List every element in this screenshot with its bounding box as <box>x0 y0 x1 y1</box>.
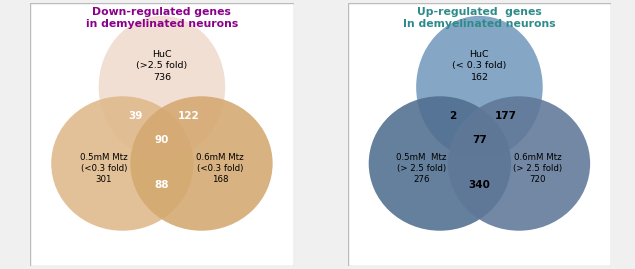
FancyBboxPatch shape <box>30 3 294 266</box>
Ellipse shape <box>51 96 194 231</box>
Text: 88: 88 <box>155 180 169 190</box>
Ellipse shape <box>448 96 590 231</box>
Text: 0.5mM  Mtz
(> 2.5 fold)
276: 0.5mM Mtz (> 2.5 fold) 276 <box>396 153 446 184</box>
Text: 39: 39 <box>128 111 143 121</box>
Text: 0.6mM Mtz
(<0.3 fold)
168: 0.6mM Mtz (<0.3 fold) 168 <box>196 153 244 184</box>
Text: 122: 122 <box>177 111 199 121</box>
Ellipse shape <box>416 16 543 158</box>
Text: HuC
(>2.5 fold)
736: HuC (>2.5 fold) 736 <box>137 50 187 82</box>
Text: Up-regulated  genes
In demyelinated neurons: Up-regulated genes In demyelinated neuro… <box>403 7 556 29</box>
Ellipse shape <box>369 96 511 231</box>
Text: 77: 77 <box>472 135 487 145</box>
Text: 2: 2 <box>450 111 457 121</box>
Text: HuC
(< 0.3 fold)
162: HuC (< 0.3 fold) 162 <box>452 50 507 82</box>
Ellipse shape <box>130 96 272 231</box>
Ellipse shape <box>98 16 225 158</box>
Text: 90: 90 <box>155 135 169 145</box>
FancyBboxPatch shape <box>347 3 612 266</box>
Text: Down-regulated genes
in demyelinated neurons: Down-regulated genes in demyelinated neu… <box>86 7 238 29</box>
Text: 340: 340 <box>469 180 490 190</box>
Text: 0.5mM Mtz
(<0.3 fold)
301: 0.5mM Mtz (<0.3 fold) 301 <box>80 153 128 184</box>
Text: 177: 177 <box>495 111 517 121</box>
Text: 0.6mM Mtz
(> 2.5 fold)
720: 0.6mM Mtz (> 2.5 fold) 720 <box>513 153 562 184</box>
